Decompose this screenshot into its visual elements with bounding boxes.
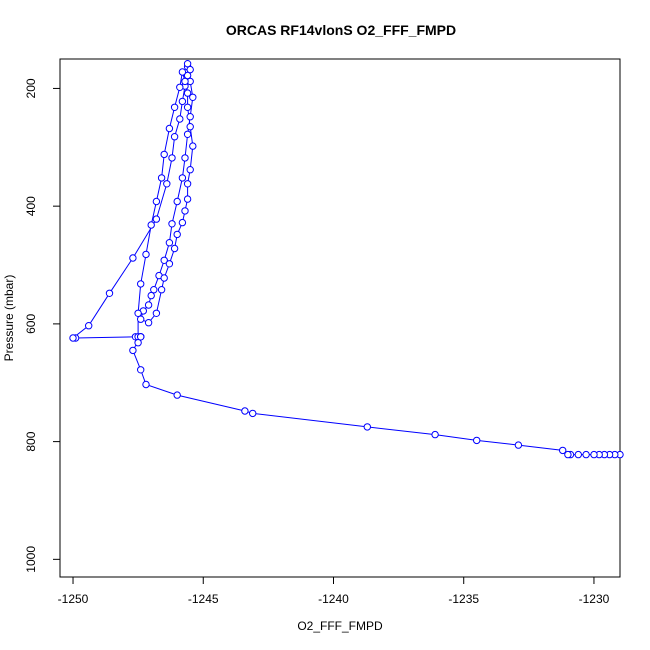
data-point xyxy=(183,195,192,203)
data-point xyxy=(173,391,181,399)
data-point xyxy=(137,333,145,341)
data-point xyxy=(152,215,161,223)
data-point xyxy=(69,334,77,342)
data-point xyxy=(147,291,155,300)
data-point xyxy=(137,315,145,323)
data-point xyxy=(129,346,137,355)
data-point xyxy=(249,409,257,418)
data-point xyxy=(176,115,184,123)
data-point xyxy=(134,309,142,317)
y-axis-label: Pressure (mbar) xyxy=(2,275,16,362)
data-point xyxy=(178,174,187,182)
data-point xyxy=(173,197,181,206)
data-point xyxy=(189,93,197,102)
data-point xyxy=(582,450,590,459)
data-point xyxy=(189,142,197,150)
data-point xyxy=(142,380,150,389)
chart-title: ORCAS RF14vlonS O2_FFF_FMPD xyxy=(226,22,456,38)
series-points xyxy=(69,60,624,459)
data-point xyxy=(181,77,189,86)
data-point xyxy=(183,60,192,68)
y-tick-label: 400 xyxy=(24,196,38,216)
data-point xyxy=(514,441,523,449)
data-point xyxy=(134,339,142,347)
data-point xyxy=(170,103,179,112)
data-point xyxy=(165,124,174,133)
data-point xyxy=(173,230,181,239)
x-tick-label: -1235 xyxy=(448,592,479,606)
data-point xyxy=(431,430,439,439)
data-point xyxy=(85,322,93,330)
data-point xyxy=(241,407,249,415)
data-point xyxy=(160,274,168,282)
data-point xyxy=(183,130,192,139)
data-point xyxy=(144,301,153,309)
data-point xyxy=(168,154,176,162)
data-point xyxy=(186,166,194,174)
data-point xyxy=(137,280,145,288)
data-point xyxy=(170,133,179,141)
data-point xyxy=(137,366,145,374)
data-point xyxy=(183,89,192,97)
data-point xyxy=(150,286,158,294)
data-point xyxy=(181,154,189,162)
data-point xyxy=(183,180,192,188)
x-axis-label: O2_FFF_FMPD xyxy=(297,619,383,633)
data-point xyxy=(152,309,161,317)
data-point xyxy=(183,103,192,112)
x-axis: -1250 -1245 -1240 -1235 -1230 xyxy=(58,577,610,606)
data-point xyxy=(178,218,187,227)
data-point xyxy=(574,450,582,459)
data-point xyxy=(178,97,187,106)
y-tick-label: 200 xyxy=(24,78,38,98)
x-tick-label: -1240 xyxy=(318,592,349,606)
data-point xyxy=(183,71,192,80)
x-tick-label: -1245 xyxy=(188,592,219,606)
data-point xyxy=(564,450,572,459)
series-line xyxy=(71,63,620,456)
data-point xyxy=(170,244,179,253)
data-point xyxy=(473,436,481,445)
data-point xyxy=(165,239,174,247)
data-point xyxy=(181,207,189,215)
data-point xyxy=(105,289,114,297)
y-tick-label: 1000 xyxy=(24,546,38,573)
data-point xyxy=(157,174,166,182)
data-point xyxy=(168,220,176,228)
data-point xyxy=(165,260,174,268)
data-point xyxy=(178,68,187,76)
y-axis: 200 400 600 800 1000 xyxy=(24,78,60,573)
data-point xyxy=(176,83,184,92)
data-point xyxy=(186,123,194,131)
data-point xyxy=(157,286,166,294)
data-point xyxy=(559,446,567,455)
data-point xyxy=(590,450,598,459)
data-point xyxy=(186,113,194,121)
data-point xyxy=(142,250,150,259)
data-point xyxy=(129,254,137,262)
data-point xyxy=(186,65,194,74)
series-path xyxy=(71,63,620,456)
data-point xyxy=(160,150,168,159)
data-point xyxy=(163,180,171,188)
x-tick-label: -1250 xyxy=(58,592,89,606)
data-point xyxy=(160,256,168,264)
y-tick-label: 600 xyxy=(24,314,38,334)
data-point xyxy=(147,221,155,229)
data-point xyxy=(152,197,161,206)
plot-frame xyxy=(59,58,621,578)
data-point xyxy=(144,319,153,327)
data-point xyxy=(363,423,371,431)
x-tick-label: -1230 xyxy=(579,592,610,606)
y-tick-label: 800 xyxy=(24,431,38,451)
